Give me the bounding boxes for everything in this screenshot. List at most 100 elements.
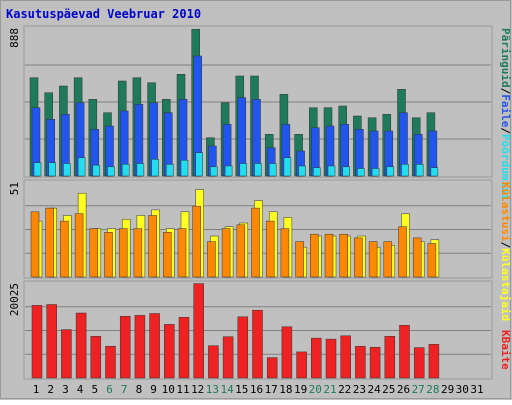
bar-kbytes — [413, 347, 425, 379]
day-label: 30 — [456, 383, 469, 396]
bar-hits — [371, 168, 380, 177]
bar-hits — [33, 162, 42, 177]
day-label: 31 — [470, 383, 483, 396]
bar-visits — [427, 243, 437, 278]
bar-hits — [254, 163, 262, 177]
bar-visits — [192, 205, 201, 278]
bar-visits — [133, 228, 143, 278]
day-label: 27 — [412, 383, 425, 396]
bar-kbytes — [208, 345, 219, 379]
day-label: 22 — [338, 383, 351, 396]
bar-visits — [339, 233, 348, 278]
bar-visits — [295, 241, 304, 278]
bar-kbytes — [369, 346, 381, 379]
day-label: 5 — [91, 383, 98, 396]
bar-visits — [177, 228, 187, 278]
bar-kbytes — [266, 357, 278, 379]
day-label: 25 — [382, 383, 395, 396]
legend-separator: / — [499, 88, 512, 95]
bar-visits — [265, 220, 275, 278]
day-label: 29 — [441, 383, 454, 396]
day-label: 24 — [367, 383, 381, 396]
day-label: 10 — [162, 383, 175, 396]
bar-kbytes — [428, 344, 440, 379]
bar-hits — [77, 157, 86, 177]
day-label: 6 — [106, 383, 113, 396]
bar-hits — [268, 163, 277, 177]
bar-visits — [163, 232, 172, 278]
day-label: 28 — [426, 383, 439, 396]
bar-hits — [283, 157, 292, 177]
bar-kbytes — [46, 304, 57, 379]
bar-visits — [398, 226, 407, 278]
bar-kbytes — [178, 317, 190, 379]
bar-kbytes — [90, 336, 102, 379]
bar-hits — [239, 163, 248, 177]
bar-hits — [386, 166, 395, 177]
day-axis-labels: 1 2 3 4 5 6 7 8 9 10 11 12 13 14 15 16 17 18 19 20 21 22 23 24 2… — [33, 383, 484, 396]
legend-kbytes: KBaite — [499, 330, 512, 370]
day-label: 7 — [121, 383, 128, 396]
bar-hits — [180, 159, 189, 177]
bar-kbytes — [164, 324, 175, 379]
bar-kbytes — [134, 315, 146, 379]
bar-hits — [401, 164, 409, 177]
bar-visits — [74, 213, 84, 278]
day-label: 13 — [206, 383, 219, 396]
legend-entry-visits: Külastusi — [499, 182, 512, 242]
bar-visits — [251, 207, 260, 278]
day-label: 21 — [323, 383, 336, 396]
bar-kbytes — [222, 336, 234, 379]
bar-visits — [104, 232, 113, 278]
bar-kbytes — [61, 329, 72, 379]
bar-visits — [148, 215, 157, 278]
bar-hits — [327, 165, 336, 177]
day-label: 3 — [62, 383, 69, 396]
day-label: 26 — [397, 383, 410, 396]
bar-kbytes — [281, 326, 293, 379]
legend-separator: / — [499, 242, 512, 249]
bar-kbytes — [31, 305, 43, 379]
bar-kbytes — [311, 337, 322, 379]
legend-entry-kbytes: KBaite — [499, 330, 512, 370]
ymax-label-kbytes: 20025 — [8, 283, 21, 316]
ymax-label-visits: 51 — [8, 182, 21, 195]
legend-entry-files: Faile — [499, 94, 512, 127]
bar-hits — [151, 159, 159, 177]
day-label: 11 — [176, 383, 189, 396]
bar-visits — [324, 233, 334, 278]
bar-visits — [368, 241, 378, 278]
bar-hits — [195, 152, 203, 177]
bar-hits — [415, 164, 424, 177]
day-label: 18 — [279, 383, 292, 396]
bar-hits — [430, 167, 439, 177]
bar-kbytes — [399, 325, 410, 379]
day-label: 2 — [47, 383, 54, 396]
bar-hits — [136, 163, 145, 177]
legend-entry-hits: Pöördumisi — [499, 134, 512, 201]
bar-hits — [357, 168, 365, 177]
bar-visits — [280, 228, 290, 278]
day-label: 17 — [265, 383, 278, 396]
bar-kbytes — [237, 316, 249, 379]
bar-kbytes — [252, 309, 263, 379]
legend-visits: Külastusi/Külastajaid — [499, 182, 512, 321]
legend-requests: Päringuid/Faile/Pöördumisi — [499, 28, 512, 201]
bar-hits — [224, 165, 233, 177]
bar-kbytes — [149, 313, 160, 379]
bar-visits — [45, 207, 54, 278]
day-label: 9 — [150, 383, 157, 396]
bar-hits — [92, 164, 101, 177]
bar-visits — [412, 237, 422, 278]
legend-entry-visitors: Külastajaid — [499, 248, 512, 321]
bar-visits — [310, 233, 319, 278]
day-label: 8 — [136, 383, 143, 396]
bar-visits — [221, 228, 231, 278]
bar-kbytes — [119, 316, 131, 379]
bar-visits — [383, 241, 393, 278]
day-label: 23 — [353, 383, 366, 396]
bar-hits — [48, 162, 56, 177]
legend-separator: / — [499, 127, 512, 134]
